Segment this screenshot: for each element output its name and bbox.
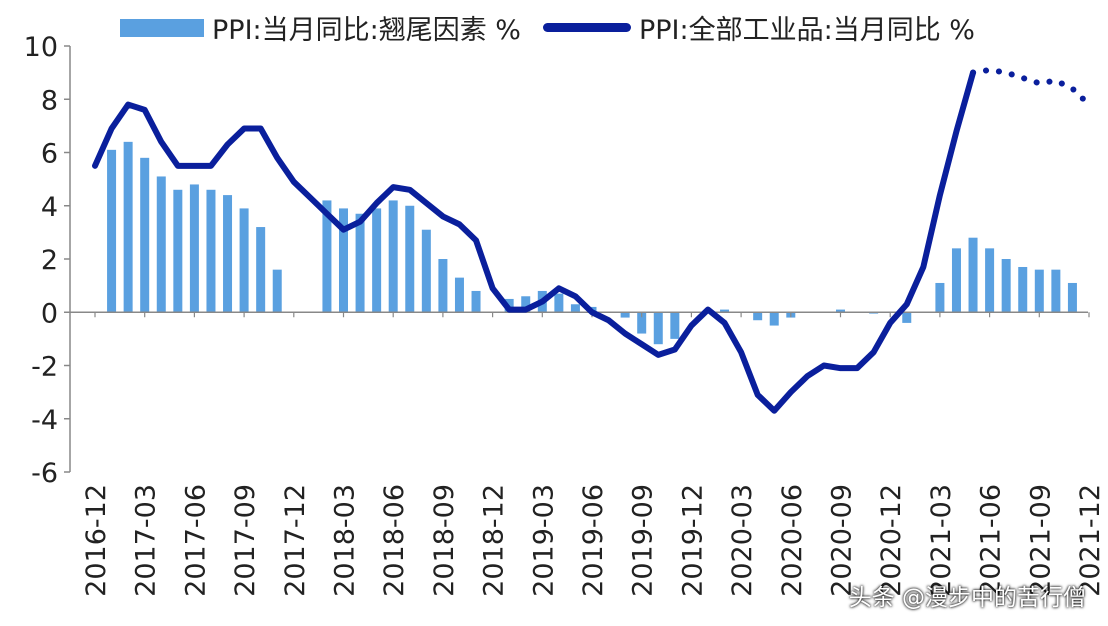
bar <box>1067 282 1077 313</box>
bar <box>836 309 845 313</box>
bar <box>951 248 961 313</box>
bar <box>388 200 398 313</box>
bar <box>438 259 448 313</box>
bar <box>156 176 166 313</box>
x-tick-label: 2019-03 <box>528 484 559 597</box>
bar <box>968 237 978 313</box>
x-tick-label: 2020-03 <box>727 484 758 597</box>
y-tick-label: 2 <box>41 245 58 276</box>
bar <box>769 312 779 326</box>
x-tick-label: 2019-06 <box>578 484 609 597</box>
y-tick-label: -2 <box>31 352 58 383</box>
bar <box>902 312 912 323</box>
x-tick-label: 2017-09 <box>230 484 261 597</box>
x-tick-label: 2020-09 <box>827 484 858 597</box>
x-tick-label: 2018-03 <box>330 484 361 597</box>
legend-item-tail-factor: PPI:当月同比:翘尾因素 % <box>120 8 521 47</box>
bar <box>554 293 564 313</box>
bar <box>753 312 763 321</box>
bar <box>189 184 199 313</box>
axes-layer <box>64 45 1090 473</box>
legend-item-ppi: PPI:全部工业品:当月同比 % <box>542 8 975 47</box>
bar <box>322 200 332 313</box>
bar <box>985 248 995 313</box>
bars-layer <box>107 141 1077 345</box>
bar <box>405 205 415 313</box>
bar <box>107 149 117 313</box>
x-tick-label: 2017-06 <box>180 484 211 597</box>
y-tick-label: -6 <box>31 458 58 489</box>
bar <box>239 208 249 313</box>
bar <box>421 229 431 313</box>
y-tick-label: 0 <box>41 298 58 329</box>
bar <box>123 141 133 313</box>
bar <box>570 304 580 313</box>
bar <box>637 312 647 334</box>
x-tick-label: 2021-03 <box>926 484 957 597</box>
y-tick-label: 10 <box>24 32 58 63</box>
bar <box>471 290 481 313</box>
labels-layer: -6 -4 -2 0 2 4 6 8 10 2016-12 2017-03 2017-06 2017-0… <box>24 32 1106 597</box>
x-tick-label: 2017-03 <box>131 484 162 597</box>
bar <box>173 189 183 313</box>
legend-label-ppi: PPI:全部工业品:当月同比 % <box>638 15 975 46</box>
bar <box>140 157 150 313</box>
bar <box>355 213 365 313</box>
bar <box>670 312 680 339</box>
ppi-line <box>92 69 977 414</box>
ppi-forecast-dotted-line <box>970 66 1092 108</box>
x-tick-label: 2019-09 <box>628 484 659 597</box>
bar <box>620 312 630 318</box>
bar <box>1034 269 1044 313</box>
legend-line-swatch <box>542 23 631 32</box>
legend: PPI:当月同比:翘尾因素 % PPI:全部工业品:当月同比 % <box>120 8 997 47</box>
x-tick-label: 2021-09 <box>1025 484 1056 597</box>
line-layer <box>92 66 1092 414</box>
y-tick-label: -4 <box>31 405 58 436</box>
bar <box>1018 266 1028 313</box>
watermark: 头条 @漫步中的苦行僧 <box>848 585 1086 611</box>
bar <box>1001 259 1011 313</box>
bar <box>372 208 382 313</box>
x-tick-label: 2016-12 <box>81 484 112 597</box>
bar <box>272 269 282 313</box>
y-tick-label: 4 <box>41 192 58 223</box>
x-tick-label: 2020-12 <box>876 484 907 597</box>
bar <box>206 189 216 313</box>
x-tick-label: 2019-12 <box>677 484 708 597</box>
x-tick-label: 2020-06 <box>777 484 808 597</box>
bar <box>521 296 531 313</box>
x-tick-label: 2021-12 <box>1075 484 1106 597</box>
x-tick-label: 2018-06 <box>379 484 410 597</box>
x-tick-label: 2018-09 <box>429 484 460 597</box>
y-tick-label: 6 <box>41 139 58 170</box>
bar <box>935 282 945 313</box>
bar <box>223 195 233 313</box>
x-tick-label: 2018-12 <box>479 484 510 597</box>
bar <box>1051 269 1061 313</box>
bar <box>720 309 730 313</box>
legend-bar-swatch <box>120 18 204 37</box>
bar <box>653 312 663 345</box>
x-tick-label: 2021-06 <box>976 484 1007 597</box>
bar <box>256 227 266 313</box>
x-tick-label: 2017-12 <box>280 484 311 597</box>
bar <box>339 208 348 313</box>
y-tick-label: 8 <box>41 85 58 116</box>
legend-label-tail-factor: PPI:当月同比:翘尾因素 % <box>212 15 521 46</box>
bar <box>454 277 464 313</box>
